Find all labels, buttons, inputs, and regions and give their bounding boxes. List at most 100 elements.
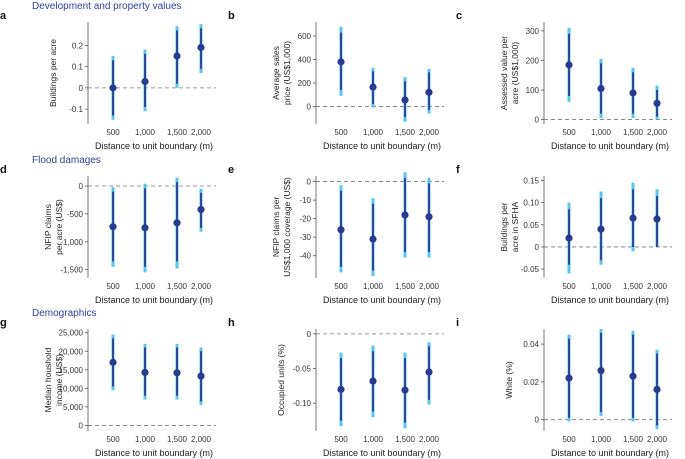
panel-g-ytick-label: 5,000 xyxy=(63,403,84,412)
panel-e-point-2 xyxy=(401,211,409,219)
panel-a-ytick-label: 0 xyxy=(79,84,84,93)
panel-c-ytick-label: 100 xyxy=(526,86,540,95)
panel-a-xtick-label: 1,000 xyxy=(135,128,156,137)
panel-d-xtick-label: 500 xyxy=(106,282,120,291)
panel-a-point-1 xyxy=(141,77,149,86)
panel-c-xtick-label: 1,000 xyxy=(591,128,612,137)
panel-f-ytick-label: 0 xyxy=(535,243,540,252)
panel-h-ylabel: Occupied units (%) xyxy=(276,344,286,416)
panel-f-ylabel: acre in SFHA xyxy=(510,201,520,252)
panel-e-xlabel: Distance to unit boundary (m) xyxy=(323,295,441,305)
panel-d-ylabel: per acre (US$) xyxy=(54,199,64,255)
panel-i-xtick-label: 500 xyxy=(562,435,576,444)
panel-h-ytick-label: 0 xyxy=(307,330,312,339)
panel-a-letter: a xyxy=(0,10,7,22)
panel-i: i 0 0.02 0.04 White (%) 500 1,000 1,500 2,000 Dis… xyxy=(456,317,672,458)
panel-f-xtick-label: 2,000 xyxy=(647,282,668,291)
panel-i-ytick-label: 0 xyxy=(535,416,540,425)
panel-d-letter: d xyxy=(0,164,7,176)
panel-b-xtick-label: 1,500 xyxy=(395,128,416,137)
panel-e-ytick-label: -20 xyxy=(299,215,311,224)
panel-i-point-1 xyxy=(597,366,605,375)
panel-b-xtick-label: 2,000 xyxy=(419,128,440,137)
panel-a-ytick-label: -0.1 xyxy=(69,105,83,114)
section-title-demographics: Demographics xyxy=(32,308,96,319)
panel-b-ylabel: price (US$1,000) xyxy=(282,41,292,105)
panel-f-point-1 xyxy=(597,225,605,233)
panel-d: d 0 -500 -1,000 -1,500 NFIP claims per acre (U… xyxy=(0,164,216,305)
panel-f-ytick-label: 0.05 xyxy=(523,221,539,230)
panel-c-point-3 xyxy=(653,99,661,107)
panel-d-xlabel: Distance to unit boundary (m) xyxy=(95,295,213,305)
panel-b-point-3 xyxy=(425,88,433,96)
panel-a-ytick-label: 0.1 xyxy=(72,63,84,72)
panel-g-ytick-label: 20,000 xyxy=(59,347,84,356)
panel-a-point-0 xyxy=(109,84,117,92)
panel-e-xtick-label: 1,000 xyxy=(363,282,384,291)
panel-c-point-0 xyxy=(565,61,573,69)
panel-g-point-2 xyxy=(173,369,181,377)
panel-e: e 0 -10 -20 -30 -40 NFIP claims per US$1,000 co… xyxy=(228,164,444,305)
panel-f-ytick-label: 0.10 xyxy=(523,199,539,208)
panel-b-point-1 xyxy=(369,83,377,91)
panel-b-point-2 xyxy=(401,96,409,104)
panel-i-letter: i xyxy=(456,317,459,329)
panel-e-ytick-label: -40 xyxy=(299,252,311,261)
panel-g-ytick-label: 15,000 xyxy=(59,366,84,375)
panel-b-xlabel: Distance to unit boundary (m) xyxy=(323,141,441,151)
panel-e-point-3 xyxy=(425,213,433,221)
panel-g-point-3 xyxy=(197,372,205,380)
panel-g-xtick-label: 1,000 xyxy=(135,435,156,444)
panel-c-ytick-label: 200 xyxy=(526,56,540,65)
panel-c-xtick-label: 2,000 xyxy=(647,128,668,137)
panel-d-point-1 xyxy=(141,224,149,232)
panel-f-point-3 xyxy=(653,215,661,223)
panel-i-point-3 xyxy=(653,385,661,394)
panel-f-xlabel: Distance to unit boundary (m) xyxy=(551,295,669,305)
panel-c: c 0 100 200 300 Assessed value per acre (US$1,… xyxy=(456,10,672,151)
panel-d-point-0 xyxy=(109,223,117,231)
panel-h: h 0 -0.05 -0.10 Occupied units (%) 500 1,000 1,… xyxy=(228,317,444,458)
panel-e-xtick-label: 500 xyxy=(334,282,348,291)
panel-h-ytick-label: -0.05 xyxy=(293,365,312,374)
panel-d-xtick-label: 1,500 xyxy=(167,282,188,291)
panel-i-ytick-label: 0.04 xyxy=(523,340,539,349)
panel-c-point-1 xyxy=(597,84,605,93)
panel-f-xtick-label: 1,500 xyxy=(623,282,644,291)
panel-g-point-0 xyxy=(109,358,117,366)
panel-c-xlabel: Distance to unit boundary (m) xyxy=(551,141,669,151)
panel-g-ylabel: Median houshold xyxy=(43,347,53,412)
panel-f-point-2 xyxy=(629,214,637,222)
panel-a-point-3 xyxy=(197,43,205,52)
panel-e-point-0 xyxy=(337,226,345,234)
panel-e-letter: e xyxy=(228,164,234,176)
panel-f-xtick-label: 1,000 xyxy=(591,282,612,291)
panel-e-ytick-label: 0 xyxy=(307,178,312,187)
panel-h-point-3 xyxy=(425,368,433,376)
panel-h-point-2 xyxy=(401,386,409,394)
panel-g-ytick-label: 10,000 xyxy=(59,384,84,393)
panel-d-ytick-label: -500 xyxy=(67,210,84,219)
panel-f: f -0.05 0 0.05 0.10 0.15 Buildings per acre in … xyxy=(456,164,672,305)
panel-g-letter: g xyxy=(0,317,7,329)
panel-e-xtick-label: 2,000 xyxy=(419,282,440,291)
panel-i-ytick-label: 0.02 xyxy=(523,378,539,387)
panel-b-xtick-label: 1,000 xyxy=(363,128,384,137)
panel-e-ylabel: NFIP claims per xyxy=(271,197,281,257)
panel-g-xtick-label: 1,500 xyxy=(167,435,188,444)
panel-e-ylabel: US$1,000 coverage (US$) xyxy=(282,177,292,277)
panel-c-ytick-label: 300 xyxy=(526,27,540,36)
panel-a-xtick-label: 1,500 xyxy=(167,128,188,137)
panel-e-xtick-label: 1,500 xyxy=(395,282,416,291)
panel-b-ytick-label: 400 xyxy=(298,56,312,65)
panel-c-point-2 xyxy=(629,89,637,97)
panel-f-ytick-label: -0.05 xyxy=(521,265,540,274)
panel-g-ytick-label: 0 xyxy=(79,421,84,430)
panel-d-point-3 xyxy=(197,205,205,214)
panel-a-ytick-label: 0.2 xyxy=(72,41,84,50)
panel-i-point-0 xyxy=(565,374,573,382)
panel-d-ylabel: NFIP claims xyxy=(43,204,53,250)
panel-h-xtick-label: 1,500 xyxy=(395,435,416,444)
